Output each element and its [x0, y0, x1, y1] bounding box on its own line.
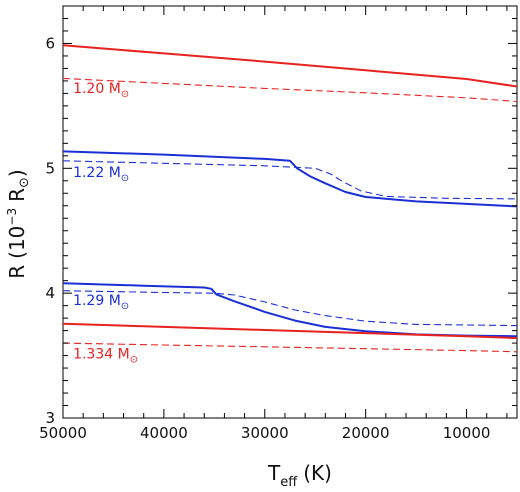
y-tick-label: 4 — [45, 284, 55, 302]
plot-area — [62, 5, 518, 419]
y-tick-label: 3 — [45, 409, 55, 427]
x-tick-label: 30000 — [241, 424, 289, 442]
series-1-22-msun-solid — [62, 150, 518, 208]
series-1-22-msun-dashed — [62, 160, 518, 200]
y-tick-label: 5 — [45, 159, 55, 177]
series-1-29-msun-dashed — [62, 290, 518, 327]
mass-label-1-20: 1.20 M⊙ — [73, 81, 129, 100]
axis-ticks: 50000 40000 30000 20000 10000 3 4 5 6 — [39, 5, 517, 442]
x-tick-label: 40000 — [140, 424, 188, 442]
mass-label-1-334: 1.334 M⊙ — [73, 347, 138, 366]
y-axis-label-sun-symbol: ⊙ — [17, 177, 32, 188]
series-1-334-msun-solid — [62, 322, 518, 340]
x-axis-label: Teff (K) — [267, 461, 332, 490]
x-axis-label-subscript: eff — [280, 475, 298, 490]
y-axis-label-unit: R — [5, 188, 29, 202]
x-tick-label: 10000 — [443, 424, 491, 442]
y-axis-label-paren-open: (10 — [5, 226, 29, 259]
mass-label-1-29: 1.29 M⊙ — [73, 293, 129, 312]
series-1-20-msun-solid — [62, 44, 518, 88]
series-1-29-msun-solid — [62, 282, 518, 338]
x-tick-label: 50000 — [39, 424, 87, 442]
series-1-334-msun-dashed — [62, 342, 518, 353]
mass-annotations: 1.20 M⊙ 1.22 M⊙ 1.29 M⊙ 1.334 M⊙ — [73, 81, 138, 366]
series-1-20-msun-dashed — [62, 77, 518, 103]
y-axis-label-paren-close: ) — [5, 169, 29, 177]
y-axis-label-exponent: −3 — [5, 208, 19, 226]
mass-label-1-22: 1.22 M⊙ — [73, 165, 129, 184]
x-tick-label: 20000 — [342, 424, 390, 442]
y-axis-label: R(10−3R⊙) — [5, 169, 32, 279]
x-axis-label-main: T — [267, 461, 281, 485]
series-lines — [62, 44, 518, 353]
y-tick-label: 6 — [45, 34, 55, 52]
plot-frame — [62, 5, 518, 419]
y-axis-label-main: R — [5, 265, 29, 279]
x-axis-label-unit: (K) — [303, 461, 332, 485]
